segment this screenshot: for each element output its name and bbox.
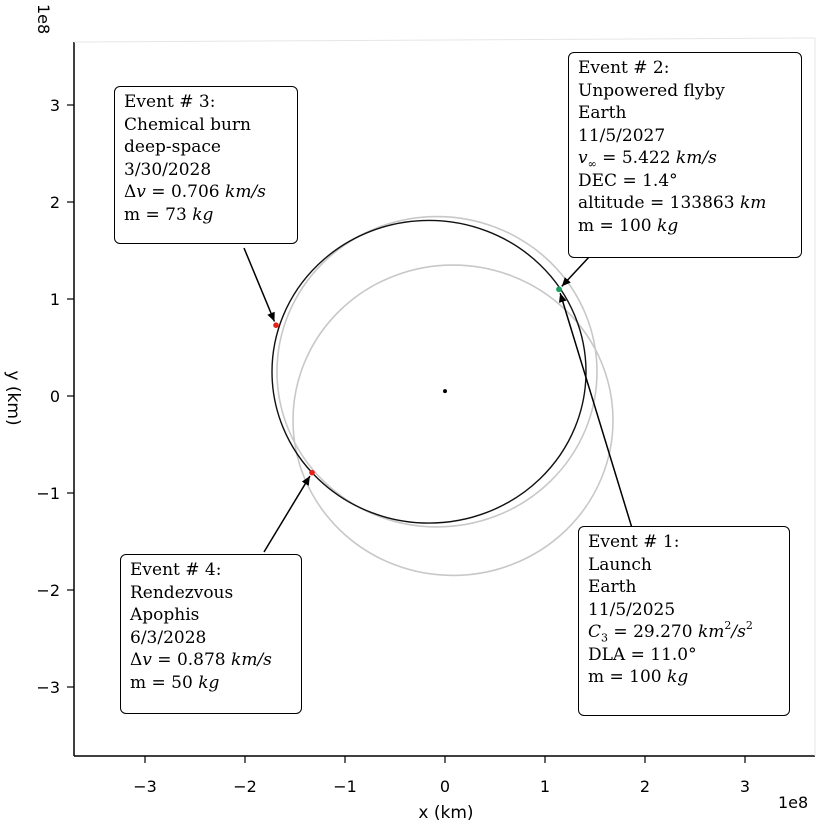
event-3-annotation: Event # 3: Chemical burn deep-space 3/30… — [114, 86, 298, 244]
event-2-dec: DEC = 1.4° — [578, 170, 678, 191]
event-2-date: 11/5/2027 — [578, 125, 666, 146]
event-3-type: Chemical burn — [124, 114, 251, 135]
event-2-altitude-value: 133863 — [669, 193, 735, 213]
event-1-c3-value: 29.270 — [633, 622, 693, 642]
event-3-body: deep-space — [124, 137, 221, 157]
y-axis-label: y (km) — [3, 370, 23, 425]
y-tick-label: −1 — [36, 484, 60, 503]
event-1-type: Launch — [588, 554, 652, 575]
event-2-title: Event # 2: — [578, 58, 670, 78]
event-1-mass: m = 100 kg — [588, 667, 689, 687]
x-axis-label: x (km) — [418, 803, 473, 823]
event-1-c3: C3 = 29.270 km2/s2 — [588, 619, 753, 645]
event-4-title: Event # 4: — [130, 560, 222, 580]
x-tick-label: −2 — [233, 777, 257, 796]
event-2-mass: m = 100 kg — [578, 215, 679, 236]
top-pane-edge — [73, 37, 816, 43]
event-1-dla: DLA = 11.0° — [588, 644, 697, 665]
event-3-arrow — [243, 247, 276, 322]
event-2-type: Unpowered flyby — [578, 80, 725, 101]
event-1-annotation: Event # 1: Launch Earth 11/5/2025 C3 = 2… — [578, 526, 790, 716]
event-2-mass-value: 100 — [619, 215, 652, 236]
x-tick-label: 2 — [640, 777, 650, 796]
x-tick-label: −1 — [333, 777, 357, 796]
y-tick-label: 0 — [50, 387, 60, 406]
event-1-body: Earth — [588, 577, 637, 597]
y-tick-label: −2 — [36, 581, 60, 600]
y-tick-label: −3 — [36, 678, 60, 697]
event-4-arrow — [263, 475, 311, 553]
axes: −3 −2 −1 0 1 2 3 −3 −2 −1 0 1 2 3 — [36, 37, 816, 796]
x-tick-label: −3 — [133, 777, 157, 796]
transfer-orbit — [271, 219, 587, 524]
event-1-date: 11/5/2025 — [588, 599, 676, 620]
event-4-mass: m = 50 kg — [130, 672, 220, 693]
event-3-mass-value: 73 — [165, 204, 187, 225]
event-4-body: Apophis — [130, 605, 200, 625]
event-3-delta-v: Δv = 0.706 km/s — [124, 182, 266, 202]
event-3-dv-value: 0.706 — [170, 182, 220, 202]
event-4-annotation: Event # 4: Rendezvous Apophis 6/3/2028 Δ… — [120, 554, 302, 714]
y-tick-label: 1 — [50, 290, 60, 309]
x-tick-label: 0 — [440, 777, 450, 796]
event-4-date: 6/3/2028 — [130, 627, 207, 648]
event-1-mass-value: 100 — [629, 667, 662, 687]
event-points — [273, 286, 562, 476]
event-1-title: Event # 1: — [588, 532, 680, 552]
event-2-vinf-value: 5.422 — [621, 148, 671, 168]
y-tick-label: 3 — [50, 96, 60, 115]
event-point-3 — [273, 322, 279, 328]
event-2-body: Earth — [578, 103, 627, 123]
orbits — [271, 215, 614, 577]
x-tick-label: 1 — [540, 777, 550, 796]
x-tick-label: 3 — [740, 777, 750, 796]
event-4-delta-v: Δv = 0.878 km/s — [130, 650, 272, 670]
event-point-4 — [309, 469, 315, 476]
event-1-arrow — [558, 292, 633, 529]
y-tick-label: 2 — [50, 193, 60, 212]
event-3-title: Event # 3: — [124, 92, 216, 112]
event-3-date: 3/30/2028 — [124, 159, 212, 180]
event-point-2 — [556, 286, 562, 293]
event-4-mass-value: 50 — [171, 672, 193, 693]
body-orbit — [292, 264, 614, 577]
x-axis-offset-label: 1e8 — [778, 793, 808, 812]
event-2-arrow — [561, 255, 591, 287]
event-2-altitude: altitude = 133863 km — [578, 193, 767, 213]
event-4-type: Rendezvous — [130, 582, 234, 603]
event-4-dv-value: 0.878 — [176, 650, 226, 670]
event-2-vinf: v∞ = 5.422 km/s — [578, 148, 717, 171]
y-axis-offset-label: 1e8 — [34, 4, 53, 34]
event-3-mass: m = 73 kg — [124, 204, 214, 225]
annotation-arrows — [243, 247, 633, 553]
central-body-point — [443, 389, 447, 394]
event-2-annotation: Event # 2: Unpowered flyby Earth 11/5/20… — [568, 52, 802, 258]
body-orbit — [276, 215, 598, 528]
